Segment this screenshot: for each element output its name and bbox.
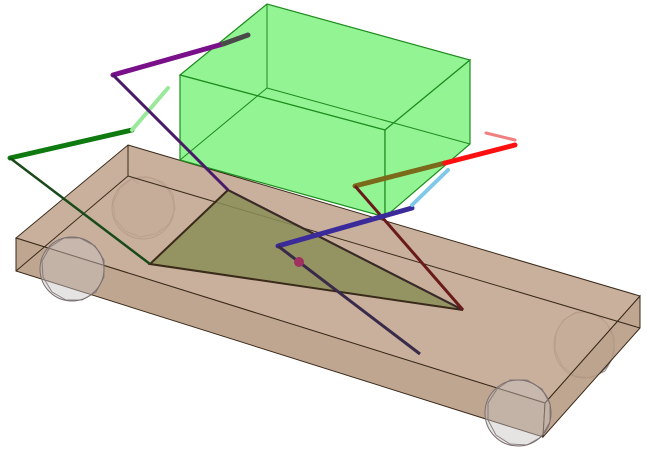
purple-arm-down [111, 73, 230, 192]
green-box-inner-edge-2 [266, 87, 471, 145]
wheel-front-right [484, 379, 552, 447]
wheel-front-right-facets [487, 379, 551, 446]
red-arm-down [353, 185, 465, 311]
wheel-front-left [39, 236, 105, 302]
green-box [178, 3, 472, 219]
joint-dot [294, 257, 304, 267]
purple-arm-tip [220, 32, 251, 47]
blue-arm-bar [275, 205, 415, 249]
red-arm-left [352, 160, 448, 189]
wheel-front-left-facets [41, 237, 105, 301]
red-arm-right [442, 142, 518, 166]
green-arm-down [9, 157, 151, 265]
platform-inner-edge-1 [127, 175, 641, 329]
red-arm-tip [484, 131, 517, 142]
green-arm-top [7, 127, 135, 161]
purple-arm [110, 32, 464, 311]
purple-arm-top [110, 41, 226, 78]
purple-arm-diag [227, 189, 464, 311]
green-arm-tip [130, 86, 170, 132]
red-arm [352, 131, 518, 311]
platform-inner-edge-2 [15, 175, 129, 272]
blue-arm-tip [410, 168, 450, 207]
green-arm [7, 86, 170, 265]
wheel-front-left-face [39, 236, 105, 302]
